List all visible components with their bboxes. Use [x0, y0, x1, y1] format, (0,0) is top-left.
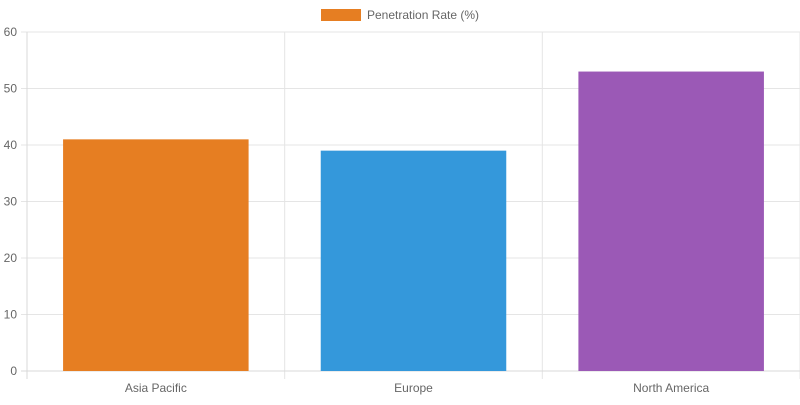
bar[interactable] — [63, 139, 249, 371]
y-tick-label: 10 — [4, 308, 18, 322]
y-tick-label: 0 — [10, 364, 17, 378]
y-tick-label: 60 — [4, 25, 18, 39]
y-tick-label: 50 — [4, 82, 18, 96]
bar[interactable] — [320, 150, 507, 371]
y-tick-label: 20 — [4, 251, 18, 265]
bar[interactable] — [578, 71, 764, 372]
y-axis: 0 10 20 30 40 50 60 — [4, 25, 28, 379]
legend[interactable]: Penetration Rate (%) — [321, 8, 479, 22]
x-tick-label: North America — [633, 381, 709, 395]
y-tick-label: 30 — [4, 195, 18, 209]
bars — [63, 71, 764, 372]
legend-label: Penetration Rate (%) — [367, 8, 479, 22]
x-tick-label: Asia Pacific — [125, 381, 187, 395]
y-tick-label: 40 — [4, 138, 18, 152]
x-tick-label: Europe — [394, 381, 433, 395]
x-axis: Asia Pacific Europe North America — [21, 370, 800, 395]
legend-swatch — [321, 9, 361, 21]
